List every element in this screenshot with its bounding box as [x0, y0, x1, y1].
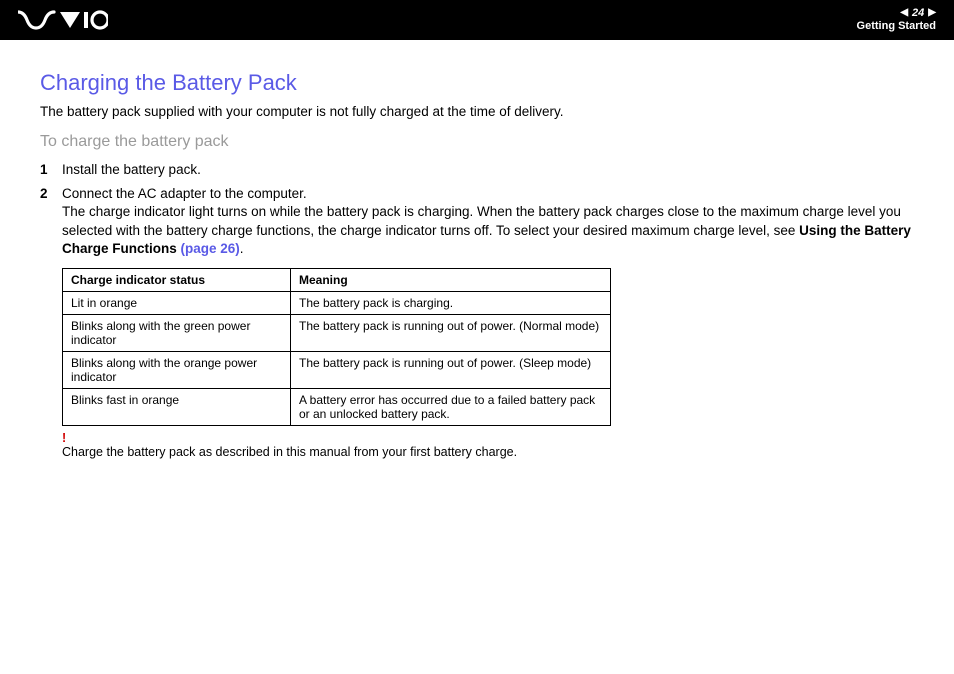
step-1: 1 Install the battery pack. [40, 161, 914, 179]
table-header-row: Charge indicator status Meaning [63, 269, 611, 292]
cell-meaning: The battery pack is running out of power… [291, 315, 611, 352]
page-nav: ◀ 24 ▶ [900, 7, 936, 20]
steps-list: 1 Install the battery pack. 2 Connect th… [40, 161, 914, 258]
table-row: Blinks fast in orange A battery error ha… [63, 389, 611, 426]
page-title: Charging the Battery Pack [40, 70, 914, 96]
header-right: ◀ 24 ▶ Getting Started [857, 7, 936, 33]
cell-meaning: The battery pack is charging. [291, 292, 611, 315]
vaio-logo [18, 10, 108, 30]
prev-page-arrow[interactable]: ◀ [900, 7, 908, 19]
step-text: Install the battery pack. [62, 161, 914, 179]
page-header: ◀ 24 ▶ Getting Started [0, 0, 954, 40]
intro-text: The battery pack supplied with your comp… [40, 104, 914, 119]
table-row: Blinks along with the green power indica… [63, 315, 611, 352]
step-number: 2 [40, 185, 62, 258]
cell-status: Blinks fast in orange [63, 389, 291, 426]
page-number: 24 [912, 7, 924, 20]
subheading: To charge the battery pack [40, 133, 914, 151]
cell-status: Lit in orange [63, 292, 291, 315]
step-body-a: The charge indicator light turns on whil… [62, 204, 901, 237]
step-number: 1 [40, 161, 62, 179]
cell-status: Blinks along with the orange power indic… [63, 352, 291, 389]
step-2: 2 Connect the AC adapter to the computer… [40, 185, 914, 258]
col-header-status: Charge indicator status [63, 269, 291, 292]
cell-status: Blinks along with the green power indica… [63, 315, 291, 352]
status-table: Charge indicator status Meaning Lit in o… [62, 268, 611, 426]
cell-meaning: The battery pack is running out of power… [291, 352, 611, 389]
col-header-meaning: Meaning [291, 269, 611, 292]
warning-note: ! Charge the battery pack as described i… [62, 432, 914, 459]
step-lead: Connect the AC adapter to the computer. [62, 186, 307, 201]
page-content: Charging the Battery Pack The battery pa… [0, 40, 954, 459]
page-link[interactable]: (page 26) [181, 241, 240, 256]
cell-meaning: A battery error has occurred due to a fa… [291, 389, 611, 426]
step-text: Connect the AC adapter to the computer. … [62, 185, 914, 258]
vaio-logo-svg [18, 10, 108, 30]
step-body-b: . [240, 241, 244, 256]
warning-text: Charge the battery pack as described in … [62, 445, 517, 459]
table-row: Blinks along with the orange power indic… [63, 352, 611, 389]
table-row: Lit in orange The battery pack is chargi… [63, 292, 611, 315]
next-page-arrow[interactable]: ▶ [928, 7, 936, 19]
section-label: Getting Started [857, 20, 936, 33]
warning-icon: ! [62, 432, 914, 445]
